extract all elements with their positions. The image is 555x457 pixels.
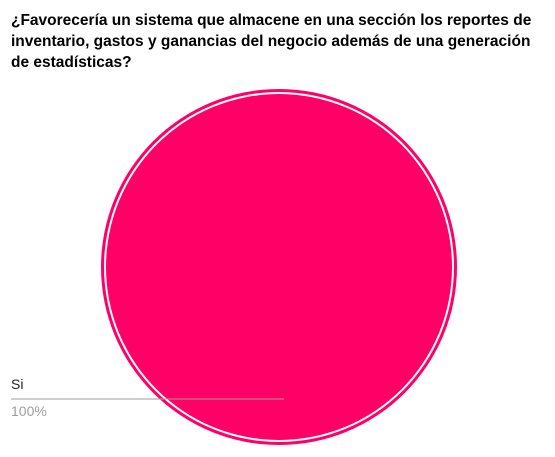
slice-label: Si <box>11 376 23 392</box>
pie-slice[interactable] <box>106 94 452 440</box>
chart-title: ¿Favorecería un sistema que almacene en … <box>11 12 532 71</box>
slice-callouts: Si 100% <box>11 376 284 419</box>
slice-percent-label: 100% <box>11 403 47 419</box>
pie-slices <box>101 89 457 445</box>
